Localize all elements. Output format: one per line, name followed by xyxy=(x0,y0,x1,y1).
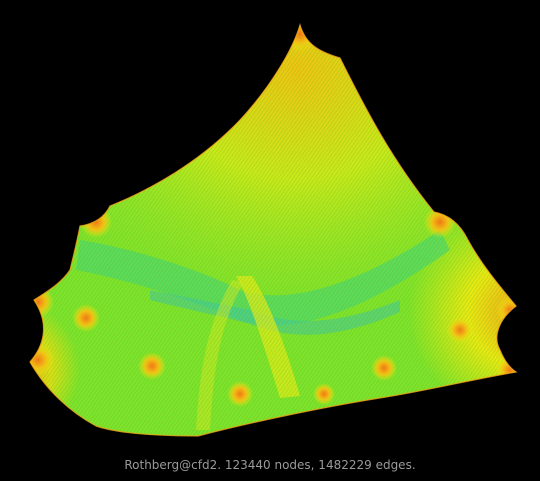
mesh-graph-drawing xyxy=(29,22,518,437)
mesh-body xyxy=(29,22,518,437)
graph-caption: Rothberg@cfd2. 123440 nodes, 1482229 edg… xyxy=(124,458,416,472)
